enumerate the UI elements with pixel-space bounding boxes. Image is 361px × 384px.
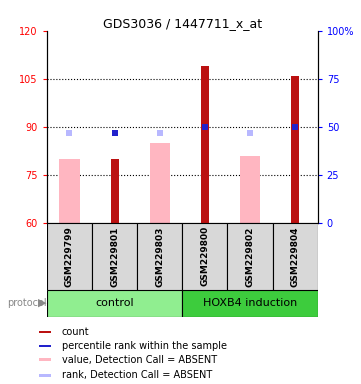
Bar [201, 66, 209, 223]
Bar [39, 344, 51, 348]
Bar [182, 290, 318, 317]
Text: protocol: protocol [7, 298, 47, 308]
Text: GSM229800: GSM229800 [200, 226, 209, 286]
Text: value, Detection Call = ABSENT: value, Detection Call = ABSENT [61, 355, 217, 365]
Text: GSM229804: GSM229804 [291, 226, 300, 286]
Bar [39, 374, 51, 377]
Text: rank, Detection Call = ABSENT: rank, Detection Call = ABSENT [61, 370, 212, 380]
Text: GSM229799: GSM229799 [65, 226, 74, 287]
Text: HOXB4 induction: HOXB4 induction [203, 298, 297, 308]
Text: GSM229801: GSM229801 [110, 226, 119, 286]
Bar [110, 159, 119, 223]
Bar [39, 331, 51, 333]
Bar [291, 76, 299, 223]
Text: GSM229803: GSM229803 [155, 226, 164, 286]
Bar [137, 223, 182, 290]
Bar [182, 223, 227, 290]
Bar [47, 223, 92, 290]
Bar [59, 159, 80, 223]
Bar [149, 143, 170, 223]
Bar [39, 359, 51, 361]
Text: count: count [61, 327, 89, 337]
Bar [227, 223, 273, 290]
Text: control: control [95, 298, 134, 308]
Bar [273, 223, 318, 290]
Title: GDS3036 / 1447711_x_at: GDS3036 / 1447711_x_at [103, 17, 262, 30]
Bar [92, 223, 137, 290]
Text: percentile rank within the sample: percentile rank within the sample [61, 341, 226, 351]
Bar [240, 156, 260, 223]
Bar [47, 290, 182, 317]
Text: ▶: ▶ [38, 298, 47, 308]
Text: GSM229802: GSM229802 [245, 226, 255, 286]
